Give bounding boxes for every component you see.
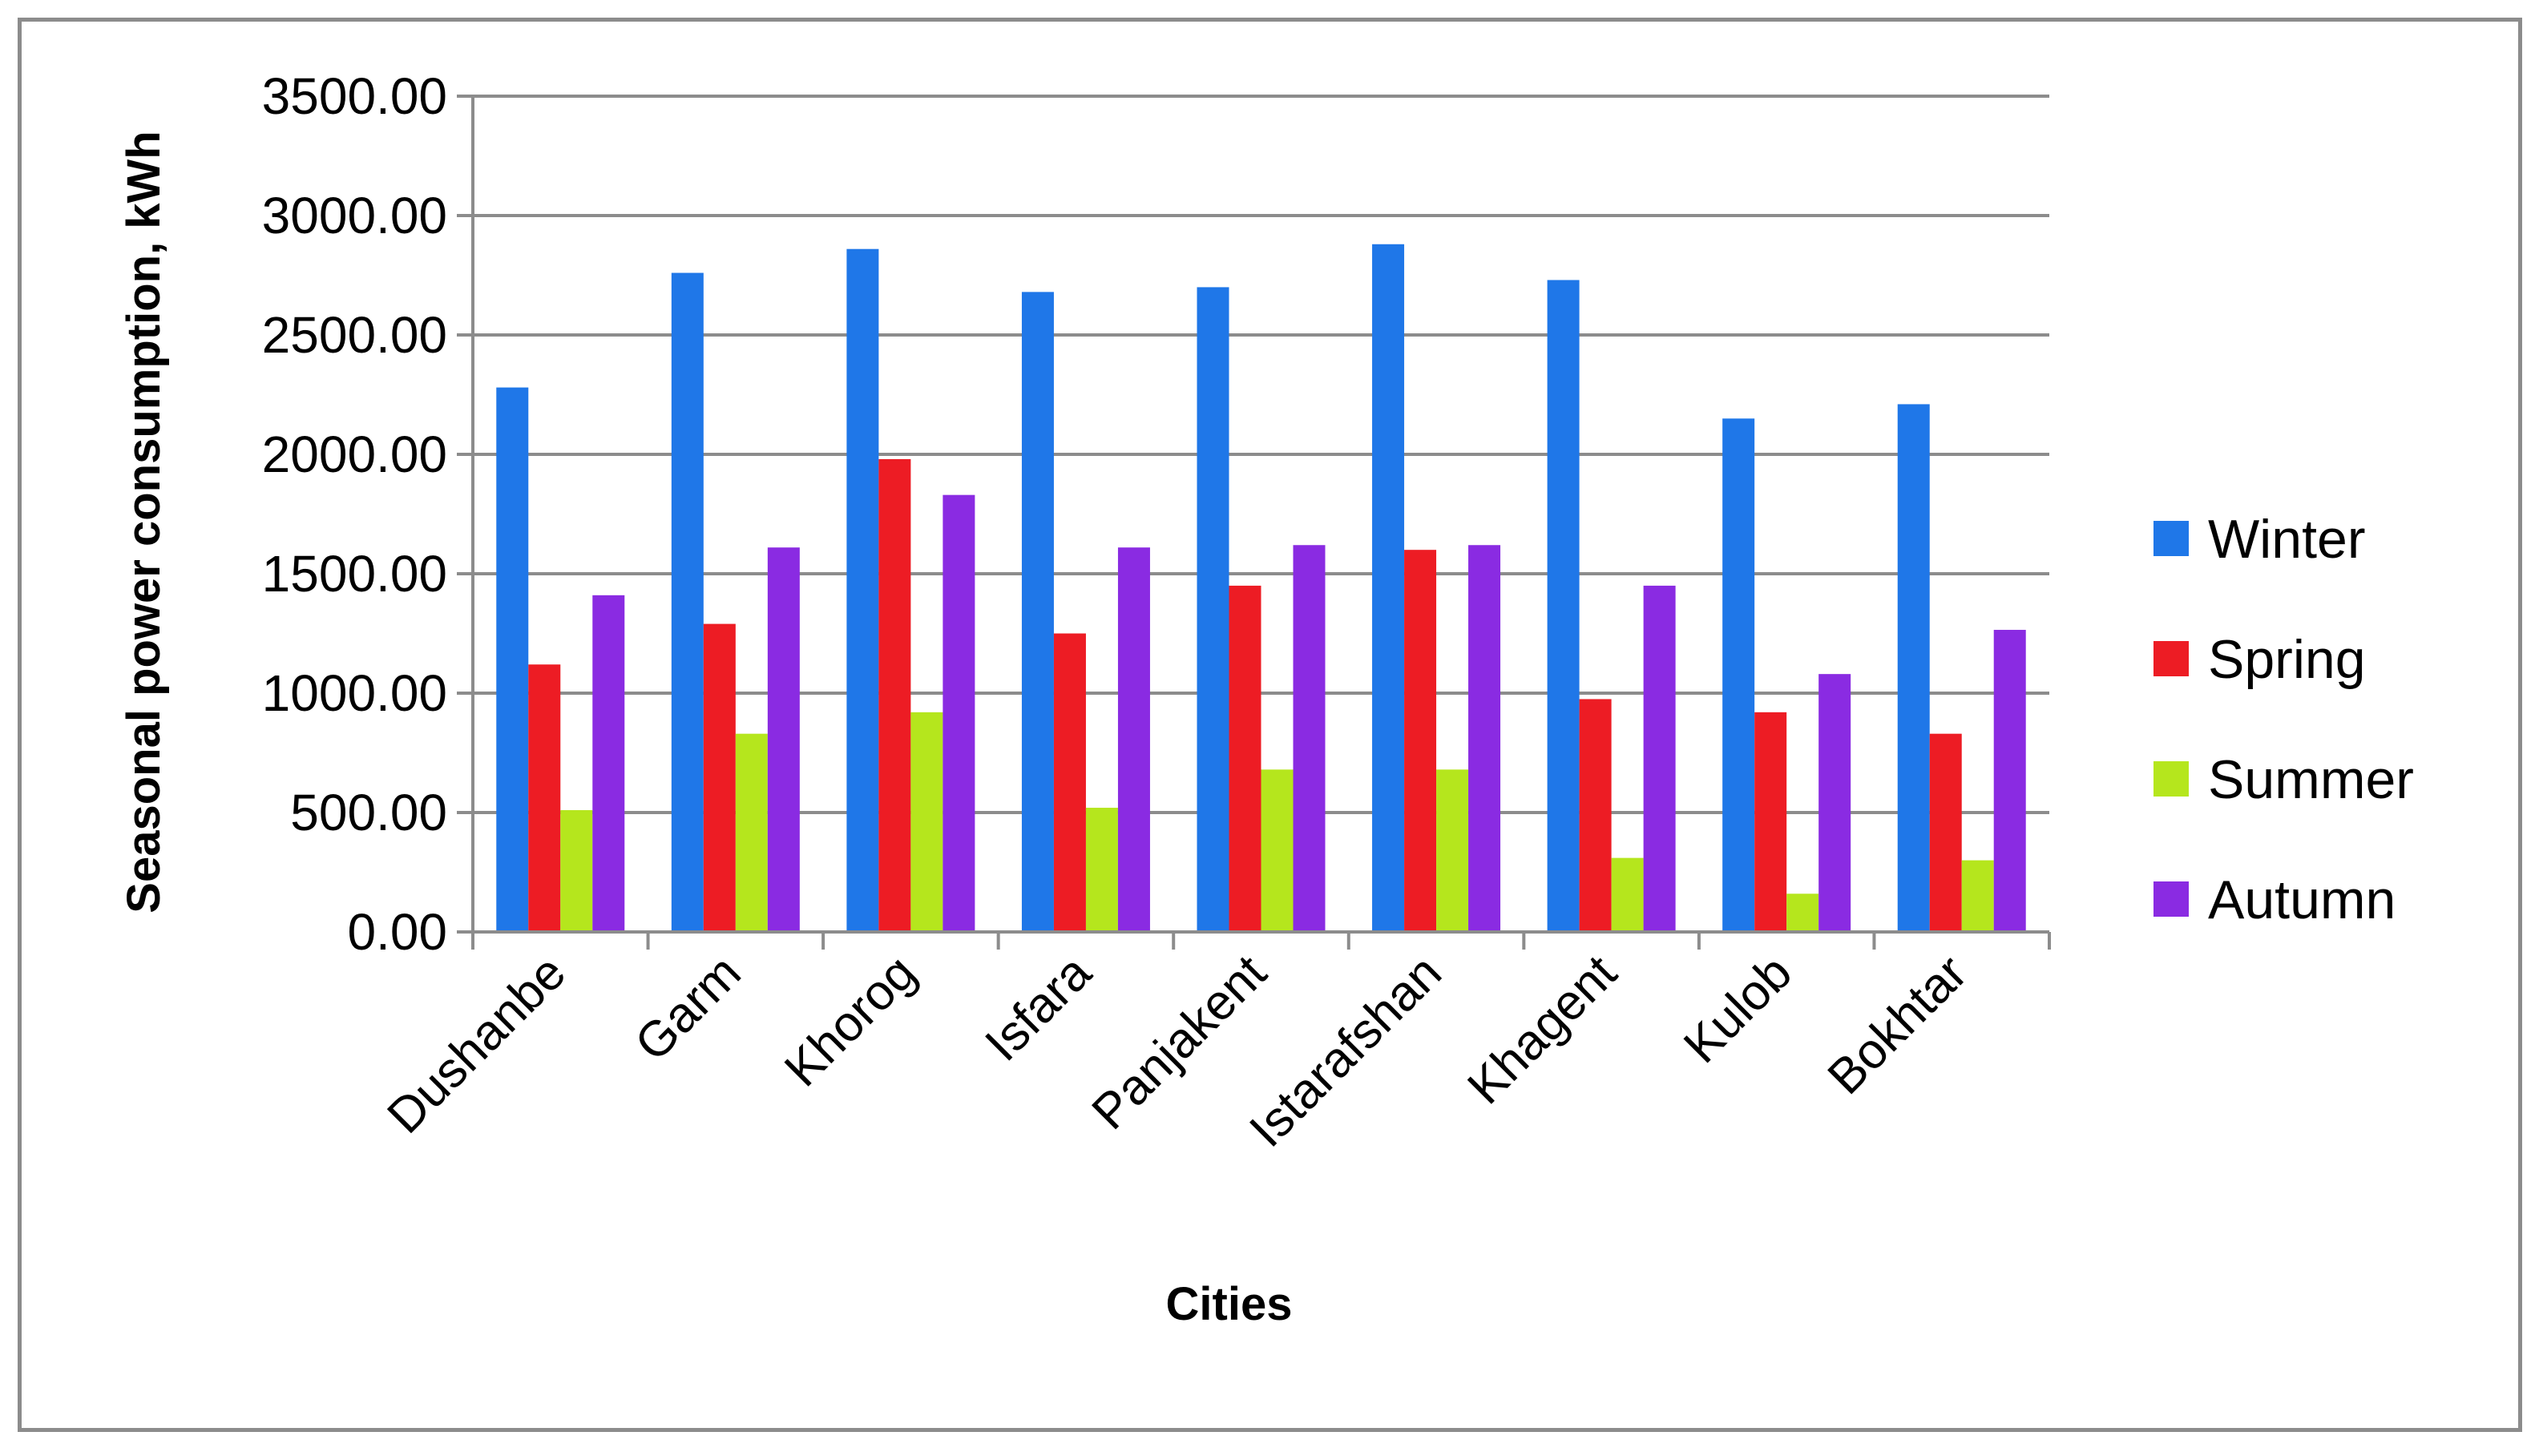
bar-spring-khagent [1579, 699, 1612, 932]
bar-summer-istarafshan [1436, 769, 1469, 932]
y-tick-label: 2000.00 [262, 426, 447, 483]
bar-winter-dushanbe [496, 387, 529, 932]
x-tick-label: Garm [624, 945, 751, 1071]
bar-summer-garm [735, 733, 768, 932]
bar-spring-kulob [1754, 712, 1787, 932]
legend-swatch-winter [2153, 521, 2189, 556]
bar-winter-khorog [846, 248, 879, 933]
y-tick-label: 0.00 [347, 903, 447, 961]
bar-spring-khorog [878, 458, 911, 932]
bar-spring-isfara [1053, 633, 1086, 932]
bar-spring-dushanbe [528, 664, 561, 932]
bar-summer-khagent [1611, 857, 1644, 932]
x-tick-label: Khorog [774, 945, 926, 1097]
x-tick-label: Isfara [975, 945, 1102, 1072]
legend-swatch-autumn [2153, 881, 2189, 917]
bar-spring-bokhtar [1929, 733, 1962, 932]
legend-label-summer: Summer [2208, 749, 2414, 810]
bar-spring-garm [703, 623, 736, 932]
bar-winter-garm [671, 272, 704, 932]
legend-label-spring: Spring [2208, 629, 2366, 690]
bar-spring-panjakent [1229, 585, 1261, 932]
x-tick-label: Kulob [1673, 945, 1802, 1074]
x-tick-label: Istarafshan [1239, 945, 1452, 1158]
bar-autumn-istarafshan [1468, 545, 1501, 932]
y-axis-title: Seasonal power consumption, kWh [118, 131, 170, 913]
bar-autumn-kulob [1818, 674, 1851, 932]
y-tick-label: 3500.00 [262, 67, 447, 125]
bar-winter-khagent [1547, 280, 1580, 933]
bar-winter-isfara [1021, 292, 1054, 932]
y-tick-label: 2500.00 [262, 306, 447, 364]
y-tick-label: 3000.00 [262, 187, 447, 244]
legend-label-winter: Winter [2208, 509, 2365, 570]
x-tick-label: Bokhtar [1818, 945, 1978, 1105]
bar-winter-bokhtar [1897, 404, 1930, 932]
legend: Winter Spring Summer Autumn [2153, 509, 2414, 930]
bar-autumn-bokhtar [1993, 630, 2026, 932]
bar-chart: 0.00 500.00 1000.00 1500.00 2000.00 2500.00 30… [118, 67, 2414, 1330]
bar-spring-istarafshan [1404, 550, 1437, 932]
y-tick-label: 1500.00 [262, 545, 447, 603]
bar-autumn-isfara [1117, 547, 1150, 932]
y-tick-labels: 0.00 500.00 1000.00 1500.00 2000.00 2500.00 30… [262, 67, 447, 961]
bar-autumn-panjakent [1293, 545, 1326, 932]
bar-winter-panjakent [1197, 287, 1229, 932]
bar-autumn-khorog [943, 494, 975, 932]
x-axis-title: Cities [1166, 1278, 1293, 1330]
axes [471, 96, 2051, 950]
bar-autumn-khagent [1643, 585, 1676, 932]
y-tick-label: 500.00 [290, 784, 447, 841]
chart-frame: 0.00 500.00 1000.00 1500.00 2000.00 2500.00 30… [18, 18, 2522, 1432]
bar-summer-panjakent [1261, 769, 1294, 932]
bar-summer-dushanbe [560, 810, 593, 932]
bars [496, 244, 2026, 933]
bar-summer-bokhtar [1961, 860, 1994, 932]
bar-winter-kulob [1722, 418, 1755, 932]
bar-summer-isfara [1085, 808, 1118, 932]
x-tick-label: Dushanbe [377, 945, 577, 1144]
legend-label-autumn: Autumn [2208, 869, 2396, 930]
legend-swatch-spring [2153, 641, 2189, 676]
bar-autumn-garm [767, 547, 800, 932]
bar-winter-istarafshan [1372, 244, 1405, 932]
x-tick-label: Khagent [1457, 945, 1627, 1115]
bar-summer-kulob [1786, 893, 1819, 932]
bar-autumn-dushanbe [592, 595, 625, 932]
y-tick-label: 1000.00 [262, 664, 447, 722]
x-tick-labels: Dushanbe Garm Khorog IsfaraPanjakentIstaraf… [377, 945, 1978, 1158]
bar-summer-khorog [910, 712, 943, 932]
legend-swatch-summer [2153, 761, 2189, 797]
